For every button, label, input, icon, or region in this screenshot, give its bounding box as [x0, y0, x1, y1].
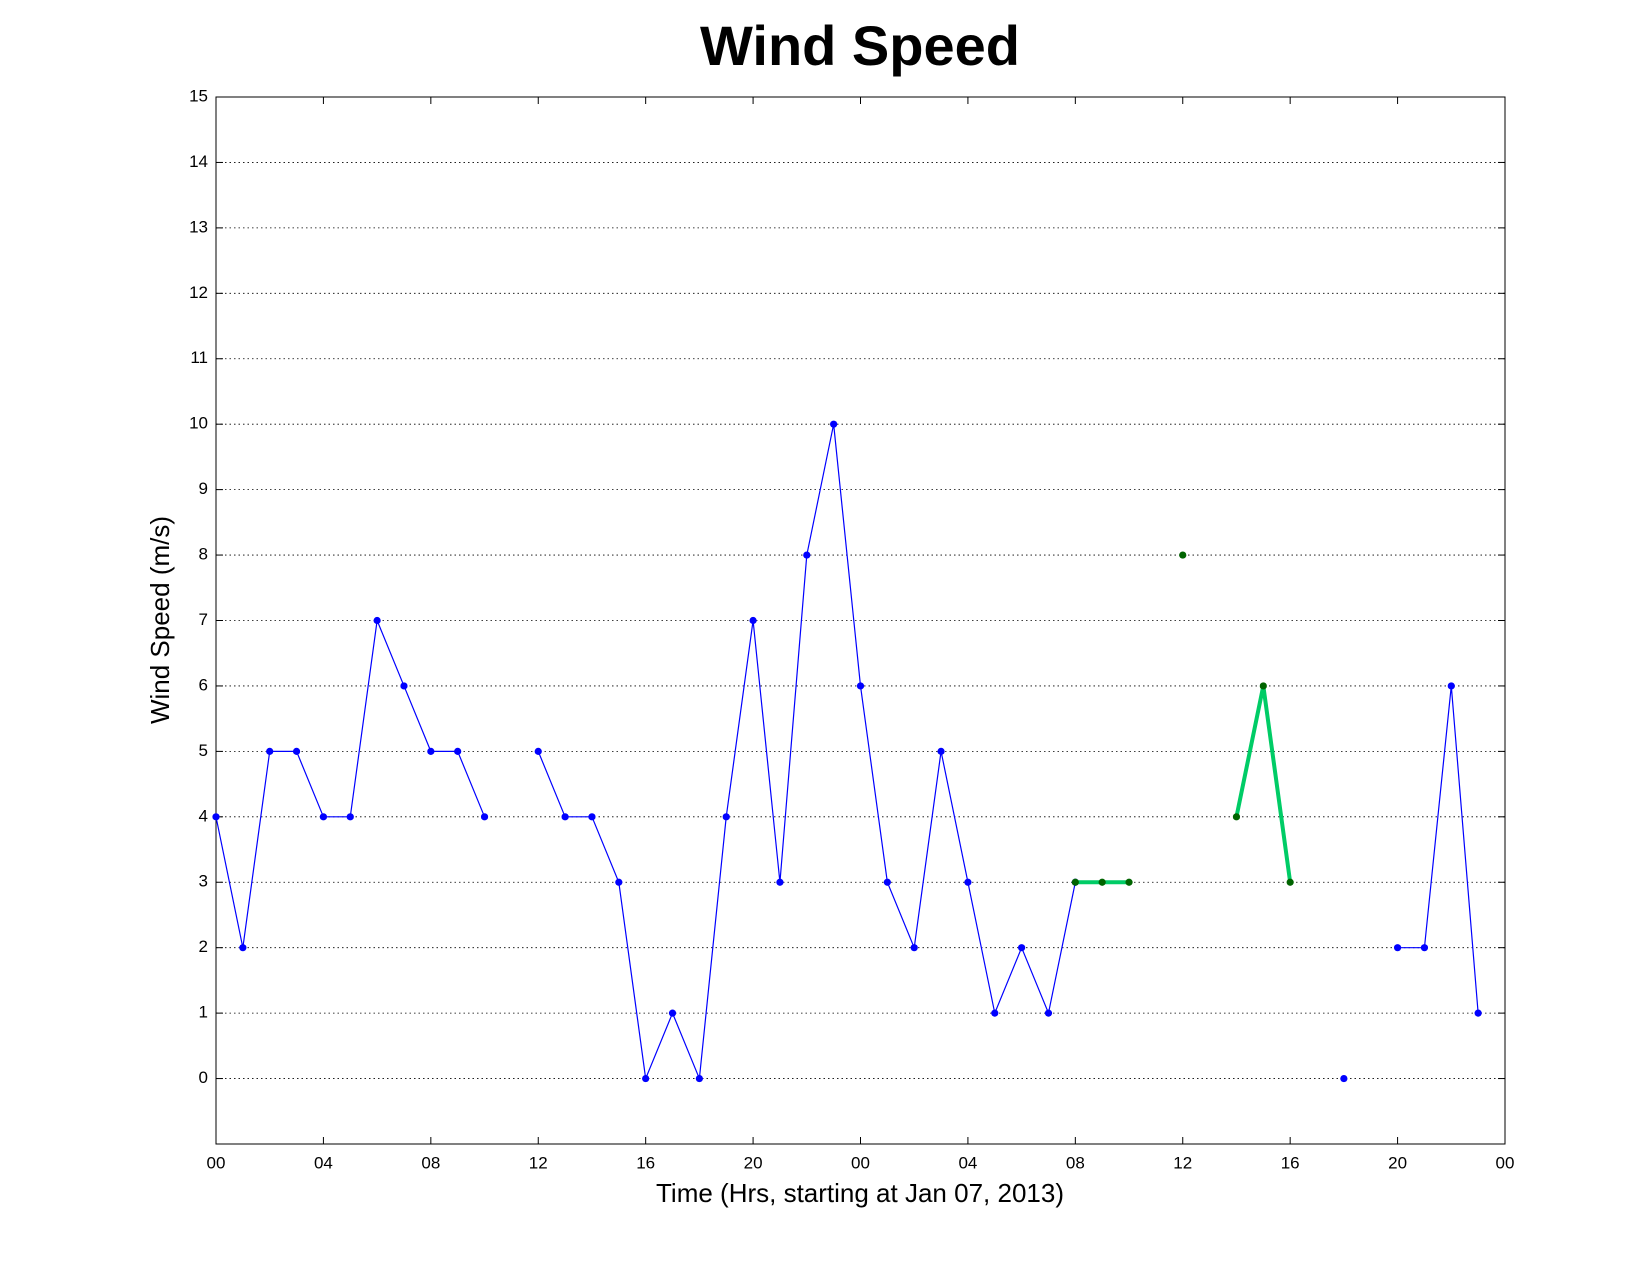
data-point	[1286, 878, 1294, 886]
data-point	[642, 1074, 650, 1083]
x-axis-label: Time (Hrs, starting at Jan 07, 2013)	[656, 1178, 1064, 1208]
data-point	[534, 747, 542, 755]
x-tick-label: 20	[744, 1153, 763, 1172]
data-point	[1179, 551, 1187, 559]
y-tick-label: 12	[189, 283, 208, 302]
x-tick-label: 08	[421, 1153, 440, 1172]
data-point	[776, 878, 784, 886]
data-point	[910, 944, 918, 952]
x-tick-label: 20	[1388, 1153, 1407, 1172]
data-point	[1125, 878, 1133, 886]
data-point	[1071, 878, 1079, 886]
data-point	[1044, 1009, 1053, 1017]
data-point	[212, 813, 220, 821]
data-point	[239, 944, 247, 952]
data-point	[454, 747, 462, 755]
y-tick-label: 8	[199, 545, 208, 564]
y-axis-label: Wind Speed (m/s)	[145, 516, 175, 724]
y-tick-label: 11	[190, 348, 208, 367]
x-tick-label: 16	[636, 1153, 655, 1172]
data-point	[480, 813, 489, 821]
data-point	[991, 1009, 999, 1017]
y-tick-label: 5	[199, 741, 208, 760]
series-line	[1075, 685, 1293, 885]
y-tick-label: 10	[189, 414, 208, 433]
data-point	[1259, 682, 1267, 690]
y-tick-label: 1	[199, 1003, 208, 1022]
x-tick-label: 08	[1066, 1153, 1085, 1172]
y-tick-label: 7	[199, 610, 208, 629]
data-point	[1340, 1074, 1348, 1083]
y-tick-label: 4	[199, 806, 208, 825]
data-point	[695, 1074, 703, 1083]
y-tick-label: 14	[189, 152, 208, 171]
y-tick-label: 0	[199, 1068, 208, 1087]
data-point	[1232, 813, 1241, 821]
data-point	[830, 420, 838, 428]
data-point	[722, 813, 730, 821]
data-point	[856, 682, 865, 690]
data-point	[400, 682, 408, 690]
data-point	[803, 551, 811, 559]
data-point	[668, 1009, 677, 1017]
y-tick-label: 6	[199, 675, 208, 694]
x-tick-label: 00	[1496, 1153, 1515, 1172]
plot-frame	[215, 96, 1506, 1145]
data-point	[1018, 944, 1026, 952]
data-point	[292, 747, 301, 755]
chart-title: Wind Speed	[700, 14, 1020, 77]
y-tick-label: 3	[199, 872, 208, 891]
data-point	[1447, 682, 1455, 690]
data-point	[373, 616, 381, 625]
data-point	[749, 616, 757, 625]
y-tick-label: 13	[189, 217, 208, 236]
x-tick-label: 16	[1281, 1153, 1300, 1172]
data-point	[561, 813, 569, 821]
y-tick-label: 15	[189, 86, 208, 105]
data-point	[427, 747, 435, 755]
data-point	[1098, 878, 1106, 886]
x-tick-label: 00	[207, 1153, 226, 1172]
data-point	[346, 813, 354, 821]
data-point	[319, 813, 328, 821]
data-point	[1474, 1009, 1482, 1017]
data-point	[1420, 944, 1429, 952]
x-tick-label: 00	[851, 1153, 870, 1172]
x-tick-label: 04	[314, 1153, 333, 1172]
data-point	[615, 878, 623, 886]
data-point	[266, 747, 274, 755]
data-point	[937, 747, 945, 755]
data-point	[883, 878, 891, 886]
y-tick-label: 2	[199, 937, 208, 956]
x-tick-label: 12	[1173, 1153, 1192, 1172]
data-point	[588, 813, 596, 821]
data-point	[964, 878, 972, 886]
x-tick-label: 12	[529, 1153, 548, 1172]
data-point	[1393, 944, 1402, 952]
x-tick-label: 04	[958, 1153, 977, 1172]
y-tick-label: 9	[199, 479, 208, 498]
